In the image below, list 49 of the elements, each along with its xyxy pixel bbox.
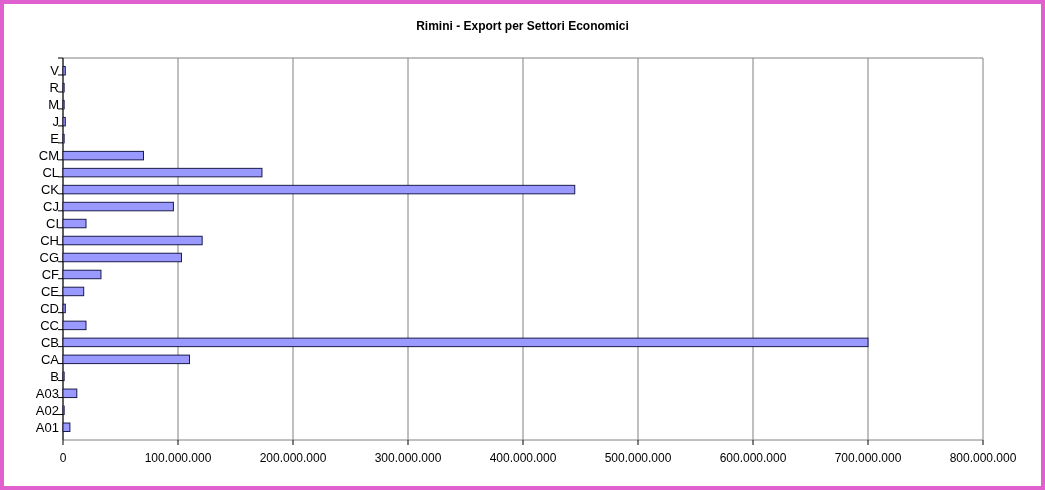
bar — [62, 286, 85, 297]
x-tick-label: 200.000.000 — [259, 451, 327, 465]
x-tick-label: 700.000.000 — [834, 451, 902, 465]
y-tick-label: A01 — [35, 419, 59, 435]
y-tick-label: CM — [38, 148, 59, 164]
bar — [62, 303, 66, 314]
y-tick-label: J — [52, 114, 59, 130]
y-tick-label: R — [49, 80, 59, 96]
x-tick-label: 0 — [59, 451, 67, 465]
y-tick-label: CI — [46, 216, 59, 232]
y-tick-label: CF — [41, 267, 60, 283]
bar — [62, 116, 66, 127]
bar — [62, 337, 869, 348]
y-tick-label: CD — [40, 300, 59, 316]
y-tick-label: CG — [39, 250, 59, 266]
bar — [62, 252, 182, 263]
y-tick-label: B — [50, 368, 59, 384]
bar — [62, 235, 203, 246]
y-tick-label: CK — [40, 182, 60, 198]
y-tick-label: CE — [40, 283, 60, 299]
bar — [62, 320, 87, 331]
bar — [62, 218, 87, 229]
x-tick-label: 400.000.000 — [489, 451, 557, 465]
bar — [62, 167, 263, 178]
x-tick-label: 500.000.000 — [604, 451, 672, 465]
y-tick-label: A03 — [35, 385, 59, 401]
y-tick-label: CC — [40, 317, 59, 333]
y-tick-label: M — [48, 97, 59, 113]
y-tick-label: CH — [40, 233, 59, 249]
bar — [62, 269, 102, 280]
x-tick-label: 800.000.000 — [949, 451, 1017, 465]
bar — [62, 354, 190, 365]
y-tick-label: CA — [40, 351, 60, 367]
y-tick-label: A02 — [35, 402, 59, 418]
bar — [62, 201, 174, 212]
y-tick-label: V — [50, 63, 60, 79]
chart-title: Rimini - Export per Settori Economici — [416, 19, 629, 33]
bar — [62, 184, 576, 195]
x-tick-label: 600.000.000 — [719, 451, 787, 465]
bar — [62, 65, 66, 76]
y-tick-label: CB — [40, 334, 59, 350]
x-tick-label: 100.000.000 — [144, 451, 212, 465]
y-tick-label: E — [50, 131, 60, 147]
y-tick-label: CL — [42, 165, 59, 181]
bar — [62, 422, 71, 433]
bar — [62, 150, 144, 161]
y-tick-label: CJ — [43, 199, 59, 215]
bar — [62, 388, 78, 399]
x-tick-label: 300.000.000 — [374, 451, 442, 465]
